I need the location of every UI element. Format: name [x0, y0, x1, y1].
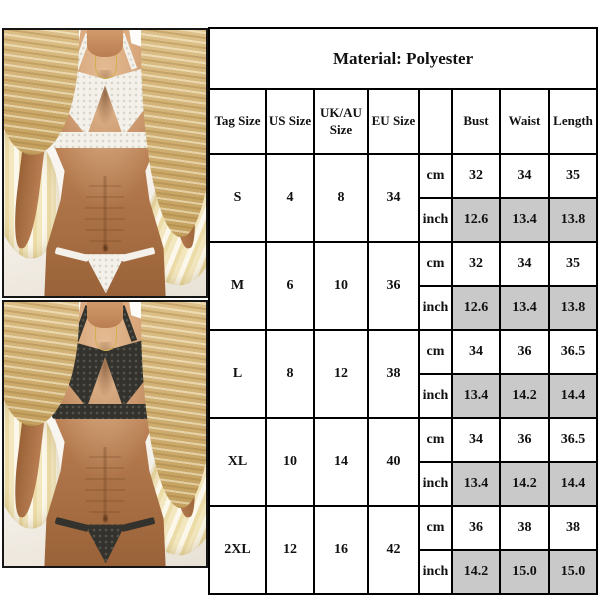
length-inch-cell: 14.4 [547, 461, 599, 507]
bust-cm-cell: 32 [451, 153, 501, 199]
material-title: Material: Polyester [207, 27, 599, 90]
length-cm-cell: 36.5 [547, 329, 599, 375]
waist-cm-cell: 38 [499, 505, 550, 551]
col-header-waist: Waist [499, 88, 550, 155]
eu-size-cell: 42 [367, 505, 420, 595]
col-header-bust: Bust [451, 88, 501, 155]
us-size-cell: 4 [265, 153, 315, 243]
uk-au-size-cell: 10 [313, 241, 369, 331]
tag-size-cell: 2XL [208, 505, 267, 595]
waist-cm-cell: 34 [499, 241, 550, 287]
bust-inch-cell: 13.4 [451, 373, 501, 419]
unit-label-cm: cm [418, 329, 453, 375]
length-cm-cell: 38 [547, 505, 599, 551]
us-size-cell: 8 [265, 329, 315, 419]
unit-label-cm: cm [418, 153, 453, 199]
us-size-cell: 6 [265, 241, 315, 331]
bust-cm-cell: 34 [451, 417, 501, 463]
unit-label-inch: inch [418, 285, 453, 331]
navel [101, 242, 109, 254]
size-row-2xl-cm: 2XL 12 16 42 cm 36 38 38 [208, 505, 599, 595]
model-chin [86, 30, 124, 57]
waist-cm-cell: 34 [499, 153, 550, 199]
length-inch-cell: 14.4 [547, 373, 599, 419]
size-row-s-cm: S 4 8 34 cm 32 34 35 [208, 153, 599, 243]
length-inch-cell: 13.8 [547, 197, 599, 243]
tag-size-cell: L [208, 329, 267, 419]
size-row-l-cm: L 8 12 38 cm 34 36 36.5 [208, 329, 599, 419]
black-lace-lingerie-photo [2, 300, 208, 568]
waist-inch-cell: 14.2 [499, 461, 550, 507]
length-inch-cell: 15.0 [547, 549, 599, 595]
uk-au-size-cell: 12 [313, 329, 369, 419]
uk-au-size-cell: 8 [313, 153, 369, 243]
bust-cm-cell: 36 [451, 505, 501, 551]
unit-label-cm: cm [418, 505, 453, 551]
column-header-row: Tag Size US Size UK/AU Size EU Size Bust… [208, 88, 599, 155]
bust-cm-cell: 32 [451, 241, 501, 287]
col-header-us-size: US Size [265, 88, 315, 155]
uk-au-size-cell: 14 [313, 417, 369, 507]
length-cm-cell: 36.5 [547, 417, 599, 463]
col-header-unit-blank [418, 88, 453, 155]
length-inch-cell: 13.8 [547, 285, 599, 331]
waist-inch-cell: 13.4 [499, 197, 550, 243]
white-lace-lingerie-photo [2, 28, 208, 298]
size-row-m-cm: M 6 10 36 cm 32 34 35 [208, 241, 599, 331]
size-row-s-inch: inch 12.6 13.4 13.8 [209, 197, 599, 243]
waist-inch-cell: 13.4 [499, 285, 550, 331]
waist-inch-cell: 14.2 [499, 373, 550, 419]
size-row-2xl-inch: inch 14.2 15.0 15.0 [209, 549, 599, 595]
waist-cm-cell: 36 [499, 417, 550, 463]
unit-label-inch: inch [418, 197, 453, 243]
tag-size-cell: XL [208, 417, 267, 507]
size-chart-body: S 4 8 34 cm 32 34 35 inch 12.6 13.4 13.8 M 6 10 36 cm 32 3… [208, 153, 599, 595]
unit-label-inch: inch [418, 461, 453, 507]
bust-cm-cell: 34 [451, 329, 501, 375]
bust-inch-cell: 14.2 [451, 549, 501, 595]
bust-inch-cell: 12.6 [451, 197, 501, 243]
abs-shading [84, 176, 126, 251]
necklace [94, 325, 118, 351]
eu-size-cell: 40 [367, 417, 420, 507]
eu-size-cell: 38 [367, 329, 420, 419]
navel [101, 513, 109, 524]
size-chart-table: Material: Polyester Tag Size US Size UK/… [207, 27, 599, 595]
bust-inch-cell: 12.6 [451, 285, 501, 331]
waist-cm-cell: 36 [499, 329, 550, 375]
uk-au-size-cell: 16 [313, 505, 369, 595]
size-row-xl-inch: inch 13.4 14.2 14.4 [209, 461, 599, 507]
model-chin [86, 302, 124, 329]
eu-size-cell: 34 [367, 153, 420, 243]
abs-shading [84, 447, 126, 522]
unit-label-inch: inch [418, 549, 453, 595]
bra-band [52, 403, 158, 420]
bra-band [52, 132, 158, 149]
us-size-cell: 10 [265, 417, 315, 507]
size-row-l-inch: inch 13.4 14.2 14.4 [209, 373, 599, 419]
length-cm-cell: 35 [547, 241, 599, 287]
size-row-m-inch: inch 12.6 13.4 13.8 [209, 285, 599, 331]
tag-size-cell: S [208, 153, 267, 243]
unit-label-inch: inch [418, 373, 453, 419]
length-cm-cell: 35 [547, 153, 599, 199]
bust-inch-cell: 13.4 [451, 461, 501, 507]
col-header-tag-size: Tag Size [208, 88, 267, 155]
material-row: Material: Polyester [207, 27, 599, 90]
necklace [94, 53, 118, 79]
eu-size-cell: 36 [367, 241, 420, 331]
col-header-uk-au-size: UK/AU Size [313, 88, 369, 155]
tag-size-cell: M [208, 241, 267, 331]
col-header-eu-size: EU Size [367, 88, 420, 155]
unit-label-cm: cm [418, 417, 453, 463]
size-row-xl-cm: XL 10 14 40 cm 34 36 36.5 [208, 417, 599, 507]
waist-inch-cell: 15.0 [499, 549, 550, 595]
us-size-cell: 12 [265, 505, 315, 595]
unit-label-cm: cm [418, 241, 453, 287]
col-header-length: Length [547, 88, 599, 155]
